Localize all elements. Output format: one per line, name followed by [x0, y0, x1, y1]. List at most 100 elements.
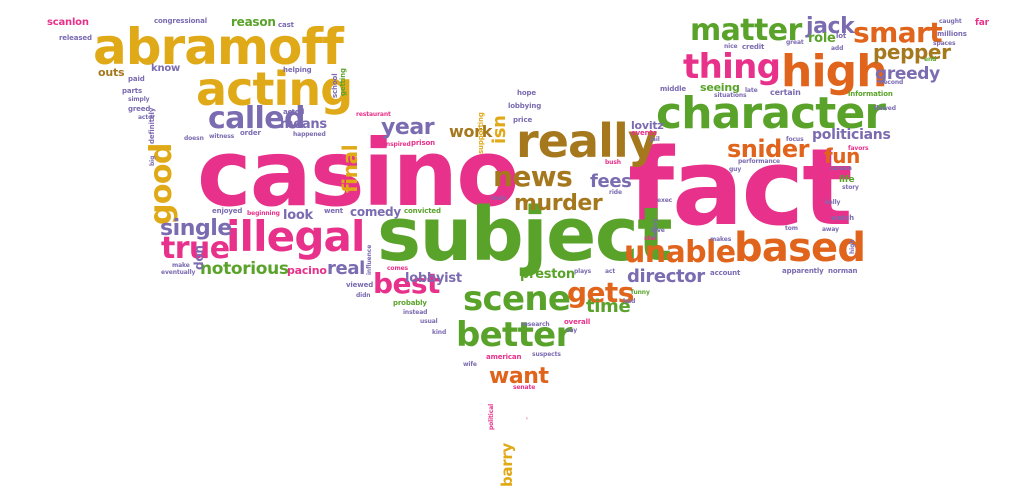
- word-unable: unable: [624, 235, 736, 270]
- word-norman: norman: [828, 267, 858, 275]
- word-called: called: [208, 101, 305, 136]
- word-situations: situations: [714, 92, 747, 99]
- word-comes: comes: [387, 265, 408, 272]
- word-snider: snider: [727, 135, 810, 163]
- word-time: time: [586, 296, 631, 317]
- word-convicted: convicted: [404, 207, 441, 215]
- word-senate: senate: [513, 384, 536, 391]
- word-pepper: pepper: [873, 40, 951, 64]
- word-end: end: [924, 56, 937, 63]
- word-casino: casino: [197, 120, 519, 227]
- word-beginning: beginning: [247, 210, 280, 217]
- word-account: account: [710, 269, 741, 277]
- word-fees: fees: [590, 171, 632, 192]
- word-matter: matter: [690, 13, 802, 48]
- word-enjoyed: enjoyed: [212, 207, 243, 215]
- word-kind: kind: [432, 329, 447, 336]
- word-barry: barry: [498, 443, 516, 487]
- word-based: based: [734, 225, 866, 271]
- word-acted: acted: [283, 108, 305, 116]
- word-story: story: [842, 184, 859, 191]
- word-political: political: [488, 403, 495, 430]
- word-great: great: [786, 39, 804, 46]
- word-seeing: seeing: [700, 81, 740, 94]
- word-character: character: [656, 88, 886, 139]
- word-gets: gets: [567, 276, 634, 309]
- word-subject: subject: [377, 192, 673, 278]
- word-murder: murder: [514, 191, 603, 216]
- word-happened: happened: [293, 131, 326, 138]
- word-stray-mark: ': [526, 417, 528, 424]
- word-fact: fact: [628, 126, 853, 249]
- word-tom: tom: [785, 225, 798, 232]
- word-isn: isn: [489, 115, 510, 144]
- word-news: news: [493, 160, 573, 193]
- word-thing: thing: [683, 47, 781, 87]
- word-probably: probably: [393, 299, 427, 307]
- word-millions: millions: [937, 30, 967, 38]
- word-wife: wife: [463, 361, 477, 368]
- word-viewed: viewed: [346, 281, 374, 289]
- word-lobbying: lobbying: [508, 102, 542, 110]
- word-cast: cast: [278, 21, 294, 29]
- word-released: released: [59, 34, 92, 42]
- word-influence: influence: [366, 244, 373, 275]
- word-credit: credit: [742, 43, 765, 51]
- word-year: year: [381, 115, 435, 140]
- word-school: school: [331, 73, 339, 98]
- word-scene: scene: [463, 279, 571, 319]
- word-helping: helping: [283, 66, 312, 74]
- word-research: research: [521, 321, 550, 328]
- word-politicians: politicians: [812, 127, 891, 143]
- word-truly: truly: [491, 195, 507, 202]
- word-preston: preston: [520, 267, 575, 282]
- word-don: don: [192, 245, 206, 270]
- word-away: away: [822, 226, 839, 233]
- word-plays: plays: [574, 268, 592, 275]
- word-better: better: [456, 315, 572, 355]
- word-inspired: inspired: [384, 141, 411, 148]
- word-congressional: congressional: [154, 17, 207, 25]
- word-jail: jail: [650, 136, 660, 143]
- word-illegal: illegal: [226, 212, 365, 261]
- word-hope: hope: [517, 89, 536, 97]
- word-pacino: pacino: [287, 264, 327, 277]
- word-order: order: [240, 129, 261, 137]
- word-caught: caught: [939, 18, 962, 25]
- word-ride: ride: [609, 189, 622, 196]
- word-overall: overall: [564, 318, 591, 326]
- word-actor: actor: [138, 114, 155, 121]
- word-bad: bad: [623, 298, 636, 305]
- word-real: real: [327, 258, 365, 279]
- word-screen: screen: [830, 165, 852, 172]
- word-big: big: [149, 155, 156, 166]
- word-smart: smart: [853, 16, 943, 49]
- word-witness: witness: [209, 133, 235, 140]
- word-bush: bush: [605, 159, 621, 166]
- word-exec: exec: [657, 197, 673, 204]
- word-outs: outs: [98, 66, 125, 79]
- word-parts: parts: [122, 87, 142, 95]
- word-act: act: [605, 268, 616, 275]
- word-apparently: apparently: [782, 267, 824, 275]
- word-role: role: [808, 31, 836, 46]
- word-focus: focus: [786, 136, 804, 143]
- word-star: star: [644, 235, 657, 242]
- word-reason: reason: [231, 15, 276, 29]
- word-greed: greed: [128, 105, 151, 113]
- word-lobbyist: lobbyist: [405, 271, 462, 286]
- word-middle: middle: [660, 85, 687, 93]
- word-say: say: [566, 327, 577, 334]
- word-comedy: comedy: [350, 205, 401, 219]
- word-funny: funny: [631, 289, 650, 296]
- word-single: single: [160, 216, 232, 241]
- word-abramoff: abramoff: [93, 18, 344, 76]
- word-performance: performance: [738, 158, 780, 165]
- word-fun: fun: [824, 144, 860, 168]
- word-flawed: flawed: [874, 105, 896, 112]
- word-best: best: [373, 267, 440, 300]
- word-price: price: [513, 116, 533, 124]
- word-doesn: doesn: [184, 135, 204, 142]
- word-know: know: [151, 63, 181, 74]
- word-late: late: [745, 87, 758, 94]
